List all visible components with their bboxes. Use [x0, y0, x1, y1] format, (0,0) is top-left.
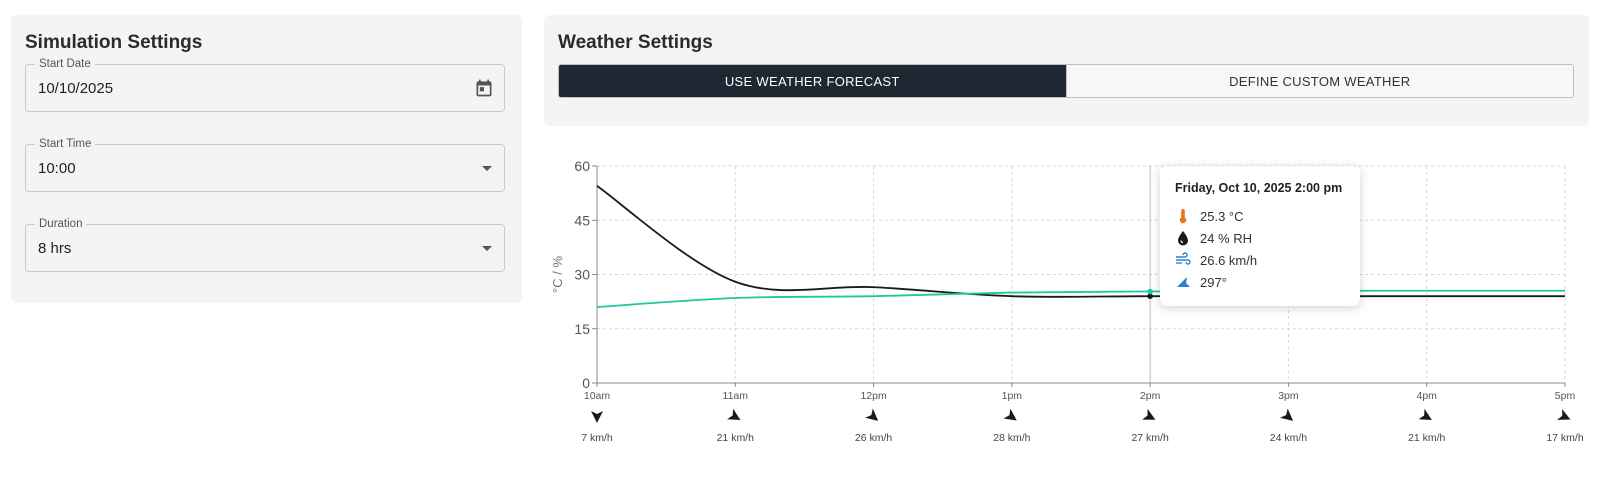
simulation-settings-panel: Simulation Settings Start Date 10/10/202… [11, 15, 522, 303]
duration-value[interactable]: 8 hrs [38, 240, 72, 257]
series-point-highlight [1147, 288, 1153, 295]
x-tick-label: 3pm [1278, 390, 1299, 402]
wind-direction-icon [1177, 277, 1190, 287]
tooltip-wind-speed-row: 26.6 km/h [1175, 249, 1345, 271]
wind-arrow-shape [865, 408, 879, 421]
weather-settings-panel: Weather Settings USE WEATHER FORECAST DE… [544, 15, 1589, 126]
chart-tooltip: Friday, Oct 10, 2025 2:00 pm 25.3 °C 24 … [1160, 166, 1360, 306]
y-tick-label: 60 [574, 158, 590, 174]
start-time-field[interactable]: Start Time 10:00 [25, 137, 505, 192]
wind-arrow-shape [1003, 408, 1017, 421]
wind-icon [1176, 252, 1191, 265]
tooltip-temperature-row: 25.3 °C [1175, 205, 1345, 227]
y-tick-label: 0 [582, 375, 590, 391]
weather-settings-title: Weather Settings [558, 32, 713, 53]
duration-field[interactable]: Duration 8 hrs [25, 217, 505, 272]
start-date-label: Start Date [35, 57, 95, 71]
duration-label: Duration [35, 217, 87, 231]
tooltip-title: Friday, Oct 10, 2025 2:00 pm [1175, 181, 1343, 195]
wind-direction-icon [1003, 408, 1017, 421]
wind-speed-label: 7 km/h [581, 432, 613, 444]
start-time-label: Start Time [35, 137, 96, 151]
calendar-icon[interactable] [474, 78, 494, 98]
tooltip-humidity-row: 24 % RH [1175, 227, 1345, 249]
wind-arrow-shape [727, 408, 741, 420]
wind-direction-icon [727, 408, 741, 420]
tooltip-wind-direction: 297° [1200, 274, 1227, 290]
wind-arrow-shape [591, 411, 603, 423]
use-weather-forecast-button[interactable]: USE WEATHER FORECAST [559, 65, 1066, 97]
wind-speed-label: 28 km/h [993, 432, 1031, 444]
start-date-field[interactable]: Start Date 10/10/2025 [25, 57, 505, 112]
wind-speed-label: 21 km/h [1408, 432, 1446, 444]
wind-arrow-shape [1142, 408, 1156, 420]
series-line-green [596, 289, 1565, 308]
wind-arrow-shape [1279, 408, 1294, 421]
y-tick-label: 45 [574, 212, 590, 228]
tooltip-wind-speed: 26.6 km/h [1200, 252, 1258, 268]
weather-mode-toggle: USE WEATHER FORECAST DEFINE CUSTOM WEATH… [558, 64, 1574, 98]
x-tick-label: 4pm [1416, 390, 1437, 402]
wind-direction-icon [1279, 408, 1294, 421]
chevron-down-icon[interactable] [482, 166, 492, 171]
define-custom-weather-button[interactable]: DEFINE CUSTOM WEATHER [1065, 65, 1573, 97]
wind-speed-label: 21 km/h [717, 432, 755, 444]
wind-speed-label: 24 km/h [1270, 432, 1308, 444]
wind-direction-icon [1142, 408, 1156, 420]
wind-direction-icon [865, 408, 879, 421]
wind-direction-icon [1418, 408, 1432, 420]
x-tick-label: 1pm [1002, 390, 1023, 402]
wind-speed-label: 26 km/h [855, 432, 893, 444]
series-line-dark [596, 185, 1565, 298]
x-tick-label: 12pm [860, 390, 887, 402]
thermometer-icon [1179, 209, 1187, 224]
humidity-drop-icon [1178, 231, 1188, 246]
y-tick-label: 15 [574, 321, 590, 337]
x-tick-label: 5pm [1555, 390, 1576, 402]
wind-arrow-shape [1557, 409, 1571, 420]
y-axis-label: °C / % [550, 256, 565, 293]
wind-direction-icon [1557, 409, 1571, 420]
chevron-down-icon[interactable] [482, 246, 492, 251]
x-tick-label: 10am [584, 390, 611, 402]
x-tick-label: 11am [723, 390, 749, 402]
x-tick-label: 2pm [1140, 390, 1161, 402]
series-point-highlight [1147, 293, 1153, 299]
tooltip-humidity: 24 % RH [1200, 230, 1253, 246]
wind-arrow-shape [1418, 408, 1432, 420]
tooltip-temperature: 25.3 °C [1200, 208, 1244, 224]
y-tick-label: 30 [574, 267, 590, 283]
wind-speed-label: 17 km/h [1546, 432, 1584, 444]
start-time-value[interactable]: 10:00 [38, 160, 76, 177]
weather-forecast-chart[interactable]: 0 15 30 45 60 °C / % 10am 7 km/h 11am 21 km/h 12pm… [544, 150, 1594, 450]
simulation-settings-title: Simulation Settings [25, 32, 203, 53]
tooltip-wind-direction-row: 297° [1175, 271, 1345, 293]
wind-speed-label: 27 km/h [1131, 432, 1169, 444]
start-date-value[interactable]: 10/10/2025 [38, 80, 114, 97]
wind-direction-icon [591, 411, 603, 423]
